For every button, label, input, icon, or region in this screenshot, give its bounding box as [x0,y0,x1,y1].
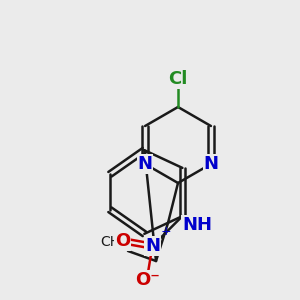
Text: O: O [115,232,130,250]
Text: Cl: Cl [168,70,188,88]
Text: N: N [145,237,160,255]
Text: NH: NH [182,216,212,234]
Text: N: N [203,155,218,173]
Text: N: N [138,155,153,173]
Text: O⁻: O⁻ [135,271,160,289]
Text: CH₃: CH₃ [100,235,126,249]
Text: +: + [160,225,171,238]
